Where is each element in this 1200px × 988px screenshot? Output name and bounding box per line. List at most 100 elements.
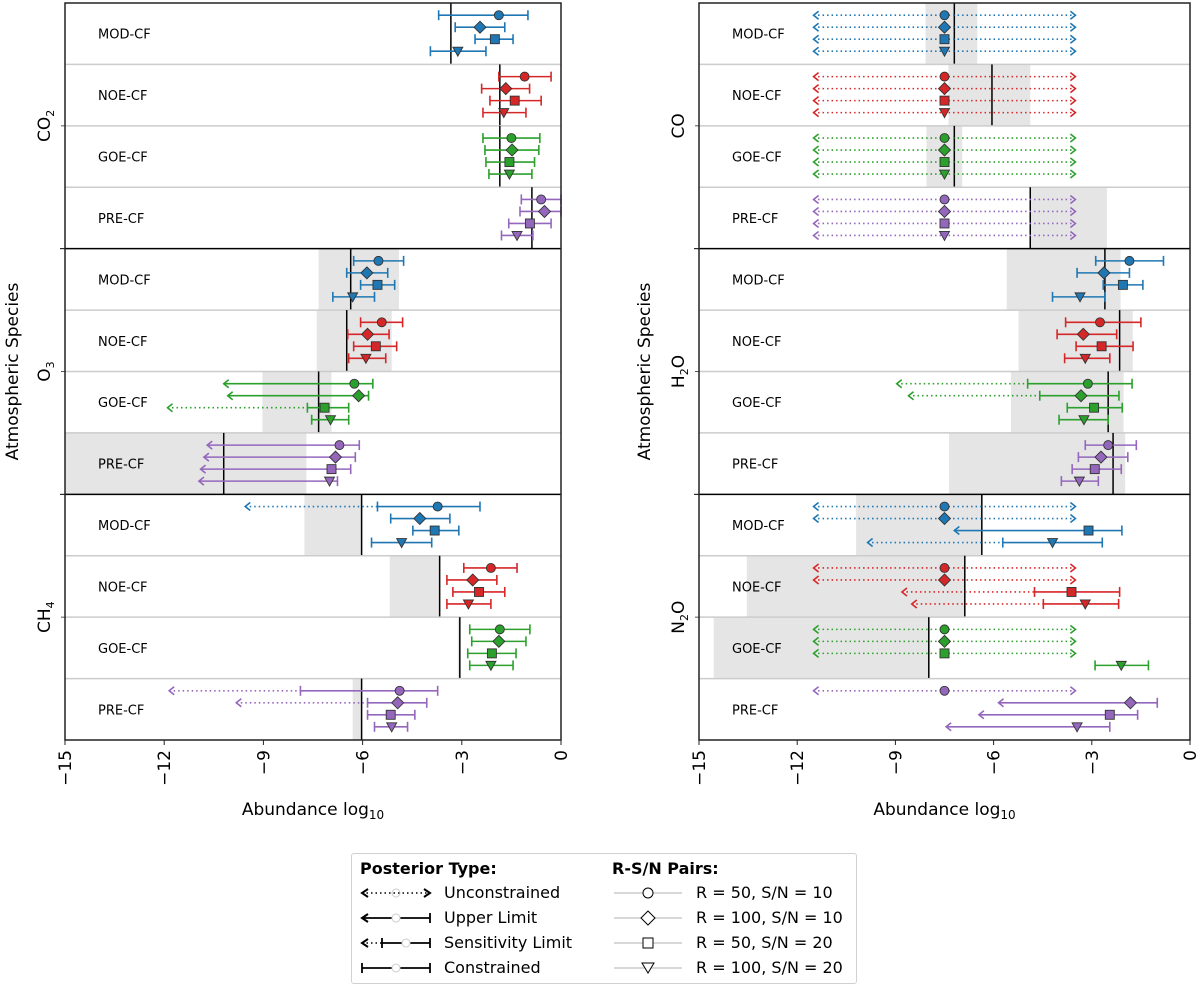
data-point-circle [812,563,1077,573]
marker-diamond [360,327,375,341]
marker-circle [376,317,387,328]
marker-square [939,157,950,167]
data-point-diamond [480,81,531,96]
marker-triangle [511,231,523,242]
left-arrow-icon [910,599,918,609]
data-point-square [452,586,506,597]
marker-diamond [937,511,952,526]
marker-square [1104,709,1115,720]
marker-square [1089,464,1100,475]
left-arrow-icon [812,206,820,217]
legend-upper-limit-label: Upper Limit [444,908,538,927]
left-arrow-icon [812,133,820,143]
marker-square [1117,279,1128,290]
row-label: GOE-CF [98,642,148,657]
legend-posterior-type: Posterior Type: Unconstrained Upper Limi… [360,858,572,980]
unconstrained-line-icon [360,887,432,898]
shaded-range [1010,371,1124,433]
marker-diamond [328,450,343,464]
data-point-circle [468,624,531,635]
data-point-square [352,341,398,352]
row-label: GOE-CF [732,642,782,657]
right-arrow-icon [1069,34,1077,44]
marker-square [372,279,383,290]
left-arrow-icon [812,563,820,573]
constrained-line-icon [361,962,431,973]
row-O3-PRE-CF: PRE-CF [65,432,561,495]
marker-diamond [499,81,513,96]
data-point-square [359,279,396,290]
data-point-triangle [488,169,533,180]
marker-square [385,709,396,720]
left-arrow-icon [812,636,820,646]
data-point-circle [812,133,1077,143]
legend-pair-label: R = 50, S/N = 10 [696,883,833,902]
data-point-square [900,586,1121,597]
data-point-triangle [1060,476,1100,488]
data-point-diamond [345,266,389,280]
row-label: MOD-CF [732,519,785,534]
marker-triangle [324,415,337,426]
data-point-square [812,218,1077,229]
marker-diamond [413,511,427,526]
marker-circle [1095,317,1105,328]
shaded-range [352,678,362,740]
data-point-square [812,34,1077,45]
right-arrow-icon [1069,206,1077,217]
data-point-triangle [500,230,534,242]
data-point-triangle [1058,414,1109,426]
row-label: MOD-CF [732,273,785,288]
data-point-square [166,402,350,413]
right-arrow-icon [1069,22,1077,32]
marker-triangle [1046,538,1059,549]
data-point-square [1071,464,1123,475]
legend-pair-label: R = 100, S/N = 10 [696,908,843,927]
right-arrow-icon [1069,513,1077,524]
marker-triangle [462,599,475,610]
data-point-triangle [812,169,1077,180]
data-point-diamond [202,450,357,464]
shaded-range [457,617,460,679]
shaded-range [1018,310,1133,372]
marker-triangle [498,108,510,119]
shaded-range [856,494,982,556]
marker-circle [1124,255,1135,266]
row-H2O-NOE-CF: NOE-CF [699,309,1190,372]
marker-triangle [1073,476,1086,488]
marker-circle [349,378,360,389]
data-point-triangle [812,108,1077,119]
marker-diamond [937,81,952,96]
left-arrow-icon [812,22,820,32]
row-label: MOD-CF [98,519,151,534]
left-arrow-icon [243,501,251,512]
left-arrow-icon [812,46,820,56]
data-point-diamond [389,511,451,526]
data-point-diamond [812,573,1077,587]
x-tick-label: −9 [886,750,906,775]
row-N2O-MOD-CF: MOD-CF [732,494,1123,556]
left-arrow-icon [812,157,820,167]
data-point-circle [498,71,552,82]
data-point-square [199,464,352,475]
data-point-diamond [446,573,498,587]
left-arrow-icon [812,686,820,696]
right-arrow-icon [1069,133,1077,143]
marker-triangle [938,46,951,58]
data-point-triangle [812,230,1077,242]
data-point-diamond [812,20,1077,34]
x-axis-label: Abundance log10 [242,800,384,822]
left-arrow-icon [235,698,242,708]
left-arrow-icon [907,391,914,401]
left-arrow-icon [812,169,820,179]
marker-square [1066,587,1077,597]
data-point-circle [812,10,1077,21]
data-point-triangle [373,721,409,733]
marker-triangle [1074,292,1086,303]
left-arrow-icon [812,145,820,155]
left-arrow-icon [944,722,952,732]
data-point-diamond [812,204,1077,219]
data-point-circle [812,501,1077,512]
row-CO2-GOE-CF: GOE-CF [65,125,561,188]
marker-triangle [1071,722,1083,733]
data-point-square [489,95,542,106]
